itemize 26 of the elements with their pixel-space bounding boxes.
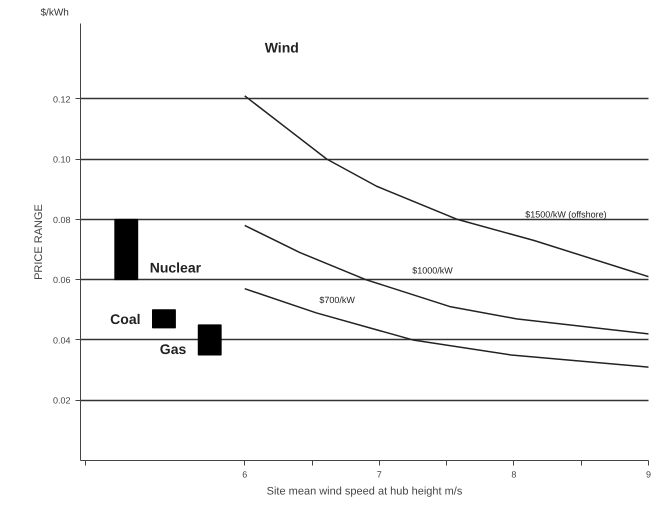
y-tick-label: 0.04 xyxy=(52,335,71,346)
text: $1000/kW xyxy=(412,266,454,276)
series-label: Coal xyxy=(110,310,141,327)
y-tick-label: 0.02 xyxy=(52,396,71,406)
x-axis-title: Site mean wind speed at hub height m/s xyxy=(266,486,463,498)
y-axis-title: PRICE RANGE xyxy=(32,204,45,280)
x-tick-label: 8 xyxy=(511,470,516,480)
y-tick-label: 0.06 xyxy=(52,275,71,286)
x-tick-label: 6 xyxy=(242,470,248,480)
series-label: Gas xyxy=(160,340,186,357)
series-label: $700/kW xyxy=(319,294,356,305)
line-series xyxy=(244,95,648,278)
y-tick-label: 0.12 xyxy=(52,94,71,104)
bar xyxy=(152,309,176,328)
x-tick-label: 9 xyxy=(646,470,652,480)
text: $/kWh xyxy=(40,8,69,18)
annotation: Wind xyxy=(264,40,299,56)
bar xyxy=(198,324,222,356)
x-tick-label: 7 xyxy=(376,470,382,480)
series-label: Nuclear xyxy=(150,260,202,276)
y-tick-label: 0.08 xyxy=(52,214,71,225)
y-tick-label: 0.10 xyxy=(52,154,71,165)
series-label: $1500/kW (offshore) xyxy=(525,209,607,220)
line-series xyxy=(244,288,648,368)
line-series xyxy=(244,224,648,335)
bar xyxy=(114,218,138,280)
